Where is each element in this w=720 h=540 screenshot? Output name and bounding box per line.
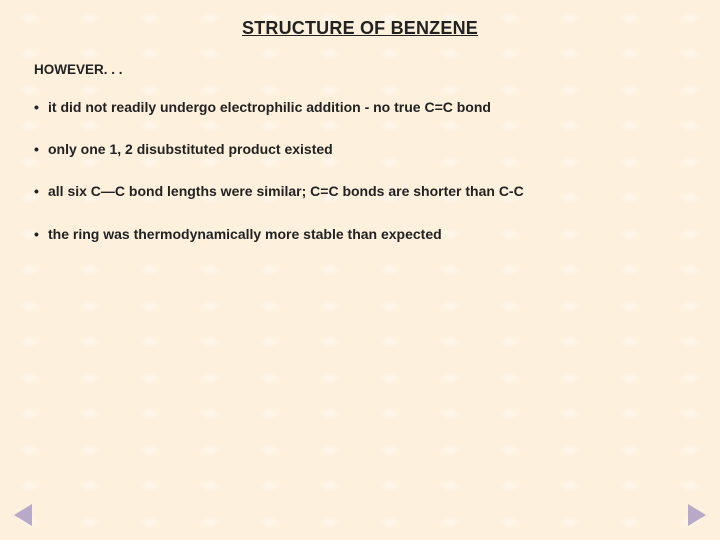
list-item: all six C—C bond lengths were similar; C… (34, 182, 700, 200)
prev-arrow-icon[interactable] (14, 504, 32, 526)
bullet-list: it did not readily undergo electrophilic… (34, 98, 700, 267)
slide: STRUCTURE OF BENZENE HOWEVER. . . it did… (0, 0, 720, 540)
list-item: only one 1, 2 disubstituted product exis… (34, 140, 700, 158)
next-arrow-icon[interactable] (688, 504, 706, 526)
list-item: the ring was thermodynamically more stab… (34, 225, 700, 243)
list-item: it did not readily undergo electrophilic… (34, 98, 700, 116)
lead-text: HOWEVER. . . (34, 62, 123, 77)
slide-title: STRUCTURE OF BENZENE (0, 18, 720, 39)
